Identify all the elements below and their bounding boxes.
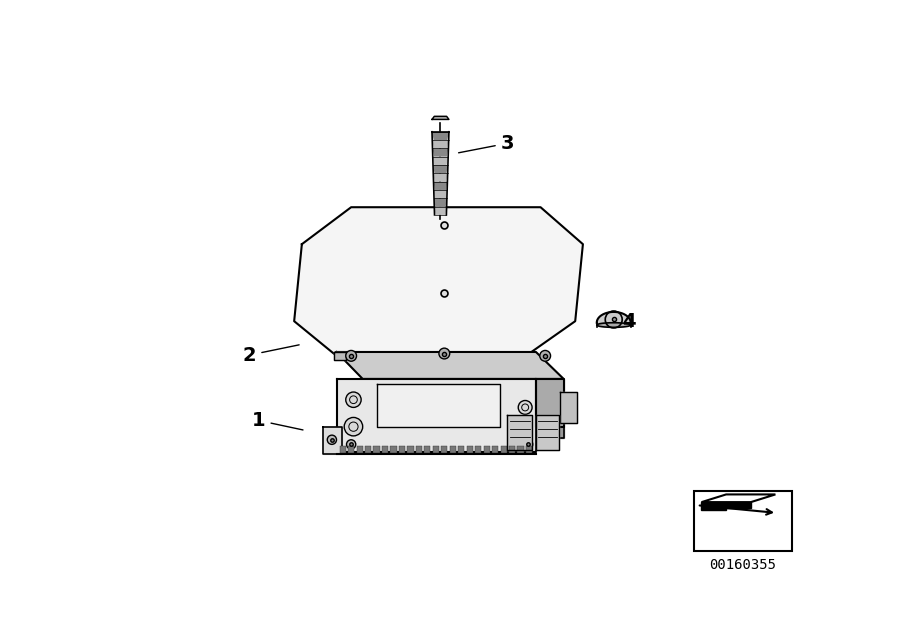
Polygon shape [518, 446, 524, 453]
Polygon shape [432, 140, 449, 148]
Polygon shape [374, 446, 380, 453]
Polygon shape [337, 379, 536, 452]
Polygon shape [434, 190, 447, 198]
Polygon shape [334, 352, 346, 360]
Polygon shape [560, 392, 577, 423]
Polygon shape [509, 446, 515, 453]
Circle shape [328, 435, 337, 445]
Text: 2: 2 [243, 345, 299, 364]
Polygon shape [424, 446, 430, 453]
Polygon shape [450, 446, 456, 453]
Text: 1: 1 [252, 411, 303, 430]
Polygon shape [433, 148, 448, 156]
Polygon shape [408, 446, 413, 453]
Bar [694, 490, 792, 551]
Polygon shape [701, 502, 726, 510]
Polygon shape [434, 182, 447, 190]
Polygon shape [597, 312, 631, 322]
Polygon shape [382, 446, 388, 453]
Polygon shape [365, 446, 371, 453]
Circle shape [346, 439, 356, 449]
Polygon shape [339, 446, 346, 453]
Polygon shape [433, 174, 447, 182]
Text: 4: 4 [622, 312, 636, 331]
Polygon shape [483, 446, 490, 453]
Polygon shape [433, 165, 448, 174]
Polygon shape [337, 352, 563, 379]
Text: 00160355: 00160355 [709, 558, 777, 572]
Polygon shape [508, 415, 532, 450]
Polygon shape [701, 494, 776, 502]
Polygon shape [458, 446, 464, 453]
Polygon shape [726, 502, 751, 508]
Polygon shape [399, 446, 405, 453]
Circle shape [346, 392, 361, 408]
Polygon shape [432, 116, 449, 120]
Text: 3: 3 [459, 134, 514, 153]
Polygon shape [492, 446, 499, 453]
Polygon shape [433, 446, 439, 453]
Circle shape [439, 348, 450, 359]
Polygon shape [416, 446, 422, 453]
Polygon shape [536, 427, 563, 438]
Ellipse shape [597, 322, 631, 328]
Polygon shape [536, 415, 559, 450]
Polygon shape [348, 446, 355, 453]
Polygon shape [500, 446, 507, 453]
Polygon shape [391, 446, 397, 453]
Circle shape [346, 350, 356, 361]
Polygon shape [466, 446, 472, 453]
Polygon shape [432, 132, 449, 140]
Circle shape [540, 350, 551, 361]
Circle shape [518, 401, 532, 414]
Polygon shape [441, 446, 447, 453]
Polygon shape [322, 427, 342, 453]
Polygon shape [376, 384, 500, 427]
Polygon shape [526, 446, 532, 453]
Polygon shape [433, 156, 448, 165]
Polygon shape [536, 379, 563, 427]
Circle shape [344, 417, 363, 436]
Polygon shape [434, 198, 447, 207]
Polygon shape [356, 446, 363, 453]
Polygon shape [475, 446, 482, 453]
Circle shape [524, 439, 533, 449]
Polygon shape [294, 207, 583, 356]
Polygon shape [435, 207, 446, 215]
